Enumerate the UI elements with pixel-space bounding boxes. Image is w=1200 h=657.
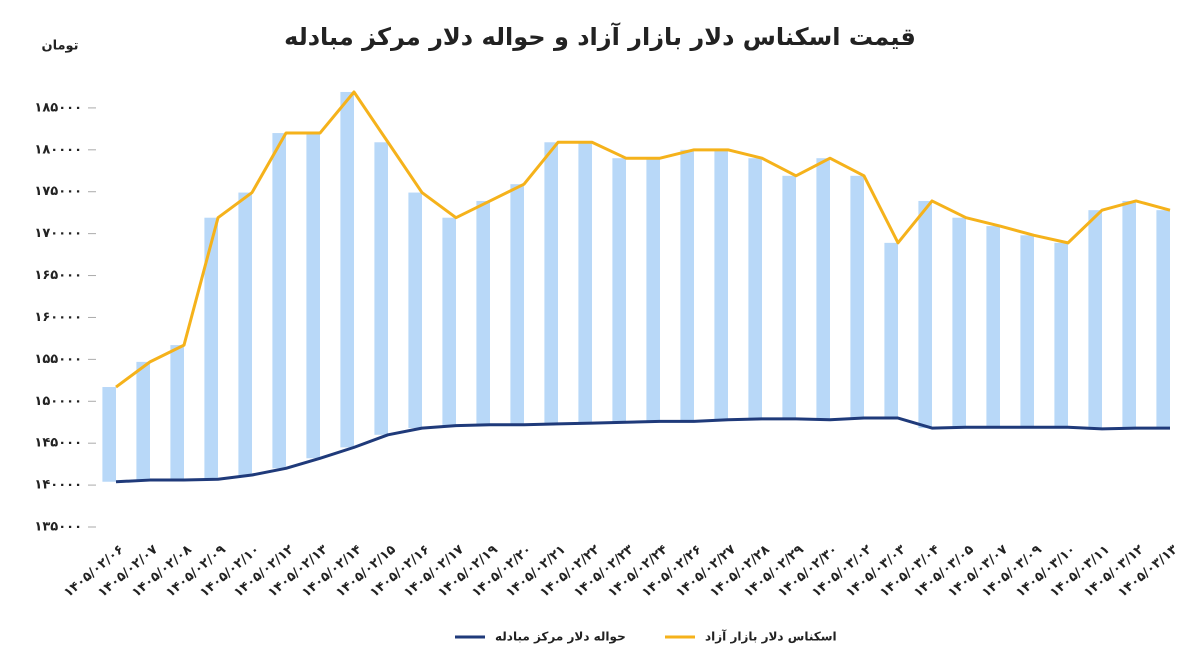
range-bar: [408, 192, 422, 429]
series-line: [115, 416, 1170, 484]
range-bar: [1054, 242, 1068, 428]
y-unit: تومان: [41, 39, 78, 54]
range-bar: [170, 345, 184, 481]
range-bar: [612, 158, 626, 423]
range-bar: [442, 217, 456, 426]
range-bar: [374, 142, 388, 435]
y-tick-label: ۱۸۵۰۰۰: [34, 100, 82, 115]
range-bar: [952, 217, 966, 428]
range-bar: [1122, 200, 1136, 429]
range-bar: [136, 361, 150, 481]
range-bar: [204, 217, 218, 480]
y-tick-label: ۱۴۰۰۰۰: [34, 478, 82, 493]
y-tick-label: ۱۵۰۰۰۰: [34, 394, 82, 409]
range-bar: [578, 142, 592, 424]
y-tick-label: ۱۷۰۰۰۰: [34, 226, 82, 241]
y-tick-label: ۱۶۰۰۰۰: [34, 310, 82, 325]
range-bar: [510, 184, 524, 425]
y-tick-label: ۱۳۵۰۰۰: [34, 520, 82, 535]
legend-label: حواله دلار مرکز مبادله: [495, 630, 626, 645]
range-bar: [918, 200, 932, 429]
series-line: [115, 90, 1171, 389]
range-bar: [850, 175, 864, 419]
range-bar: [340, 91, 354, 448]
y-tick-label: ۱۸۰۰۰۰: [34, 142, 82, 157]
range-bar: [306, 133, 320, 459]
y-tick-label: ۱۵۵۰۰۰: [34, 352, 82, 367]
y-tick-label: ۱۶۵۰۰۰: [34, 268, 82, 283]
range-bar: [102, 387, 116, 482]
range-bar: [986, 226, 1000, 428]
range-bar: [884, 242, 898, 419]
range-bar: [1020, 235, 1034, 428]
range-bar: [782, 175, 796, 419]
y-tick-label: ۱۴۵۰۰۰: [34, 436, 82, 451]
range-bar: [238, 192, 252, 476]
range-bar: [272, 133, 286, 469]
legend-label: اسکناس دلار بازار آزاد: [705, 629, 837, 644]
range-bar: [1088, 210, 1102, 429]
chart-title: قیمت اسکناس دلار بازار آزاد و حواله دلار…: [284, 22, 916, 51]
y-tick-label: ۱۷۵۰۰۰: [34, 184, 82, 199]
range-bar: [748, 158, 762, 419]
range-bar: [544, 142, 558, 424]
range-bar: [680, 149, 694, 422]
range-bar: [816, 158, 830, 420]
range-bar: [1156, 210, 1170, 429]
range-bar: [476, 200, 490, 425]
range-bar: [646, 158, 660, 422]
range-bar: [714, 149, 728, 420]
